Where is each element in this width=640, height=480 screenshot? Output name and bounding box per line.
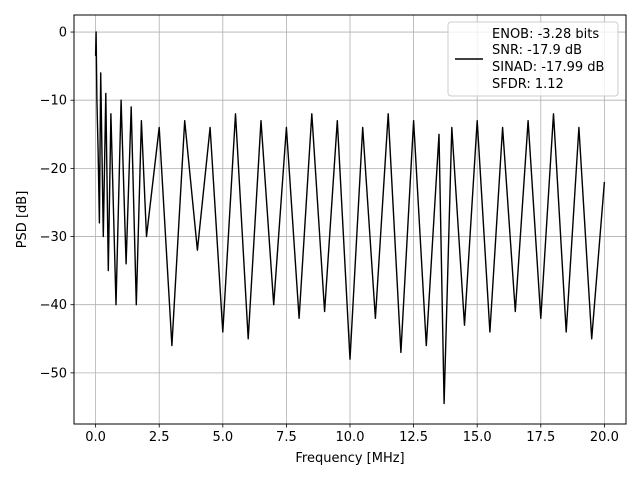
y-tick-label: −40 xyxy=(40,298,67,313)
legend-sfdr: SFDR: 1.12 xyxy=(492,77,564,92)
y-tick-label: −10 xyxy=(40,94,67,109)
x-tick-label: 2.5 xyxy=(149,430,170,445)
x-axis-label: Frequency [MHz] xyxy=(295,451,404,466)
x-tick-label: 0.0 xyxy=(85,430,106,445)
y-axis-label: PSD [dB] xyxy=(15,191,30,249)
grid xyxy=(74,15,626,424)
x-tick-label: 15.0 xyxy=(463,430,492,445)
x-tick-label: 5.0 xyxy=(212,430,233,445)
y-tick-label: −30 xyxy=(40,230,67,245)
legend-sinad: SINAD: -17.99 dB xyxy=(492,60,604,75)
legend-box xyxy=(447,21,619,97)
x-tick-label: 12.5 xyxy=(399,430,428,445)
y-tick-label: −20 xyxy=(40,162,67,177)
x-tick-label: 10.0 xyxy=(336,430,365,445)
psd-trace-line xyxy=(94,31,606,405)
y-tick-label: −50 xyxy=(40,366,67,381)
legend: ENOB: -3.28 bits SNR: -17.9 dB SINAD: -1… xyxy=(447,21,619,97)
y-tick-label: 0 xyxy=(59,26,67,41)
y-axis-ticks: 0 −10 −20 −30 −40 −50 xyxy=(40,26,74,381)
psd-trace-group xyxy=(94,31,606,405)
x-tick-label: 7.5 xyxy=(276,430,297,445)
x-axis-ticks: 0.0 2.5 5.0 7.5 10.0 12.5 15.0 17.5 20.0 xyxy=(85,424,619,445)
x-tick-label: 17.5 xyxy=(526,430,555,445)
legend-enob: ENOB: -3.28 bits xyxy=(492,27,599,42)
legend-snr: SNR: -17.9 dB xyxy=(492,43,582,58)
x-tick-label: 20.0 xyxy=(590,430,619,445)
